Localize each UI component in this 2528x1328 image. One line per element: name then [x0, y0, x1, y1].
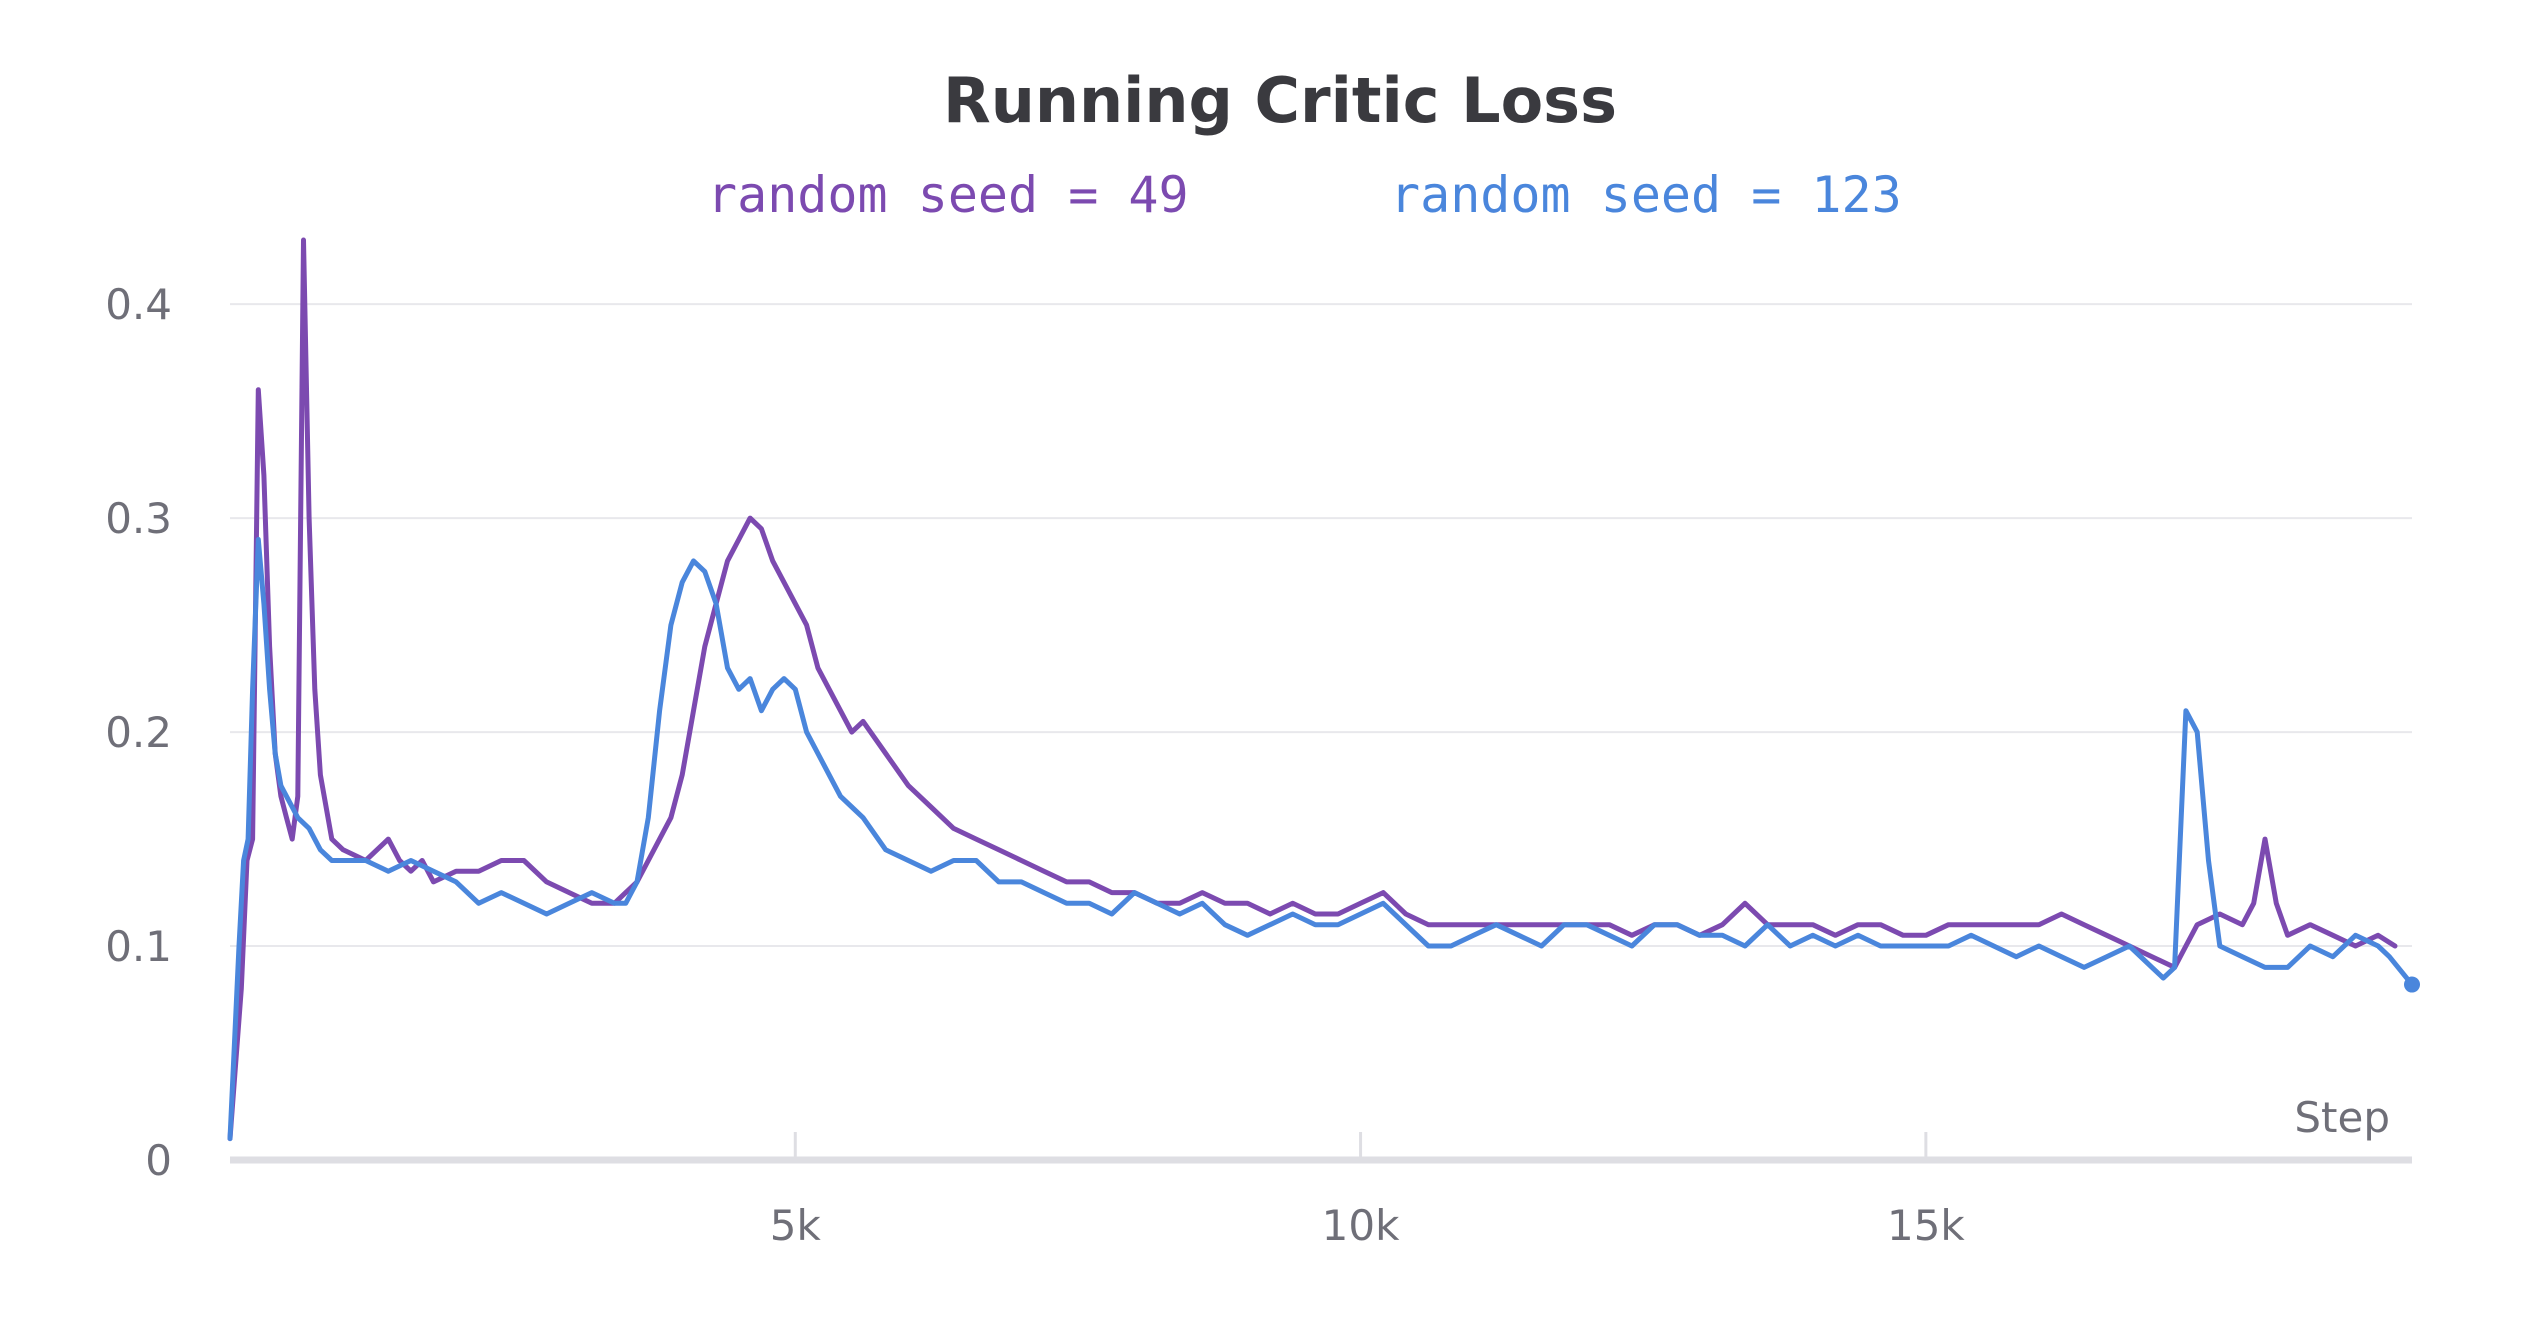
x-axis-label: Step — [2294, 1093, 2390, 1142]
x-axis-ticks: 5k 10k 15k — [770, 1132, 1965, 1250]
y-axis-tick-labels: 0 0.1 0.2 0.3 0.4 — [105, 280, 172, 1185]
series-endpoint-marker — [2404, 976, 2420, 993]
y-tick-label: 0.2 — [105, 708, 172, 757]
y-tick-label: 0.4 — [105, 280, 172, 329]
series-line-seed-49 — [227, 237, 2398, 1142]
chart-title: Running Critic Loss — [943, 64, 1617, 137]
legend-entry-seed-123: random seed = 123 — [1390, 166, 1902, 224]
y-tick-label: 0.3 — [105, 494, 172, 543]
x-tick-label: 15k — [1887, 1201, 1965, 1250]
legend-entry-seed-49: random seed = 49 — [707, 166, 1189, 224]
series-layer — [227, 237, 2420, 1142]
y-tick-label: 0.1 — [105, 922, 172, 971]
y-gridlines — [230, 303, 2412, 948]
x-tick-label: 10k — [1322, 1201, 1400, 1250]
x-tick-label: 5k — [770, 1201, 822, 1250]
series-line-seed-123 — [227, 537, 2415, 1142]
y-tick-label: 0 — [145, 1136, 172, 1185]
